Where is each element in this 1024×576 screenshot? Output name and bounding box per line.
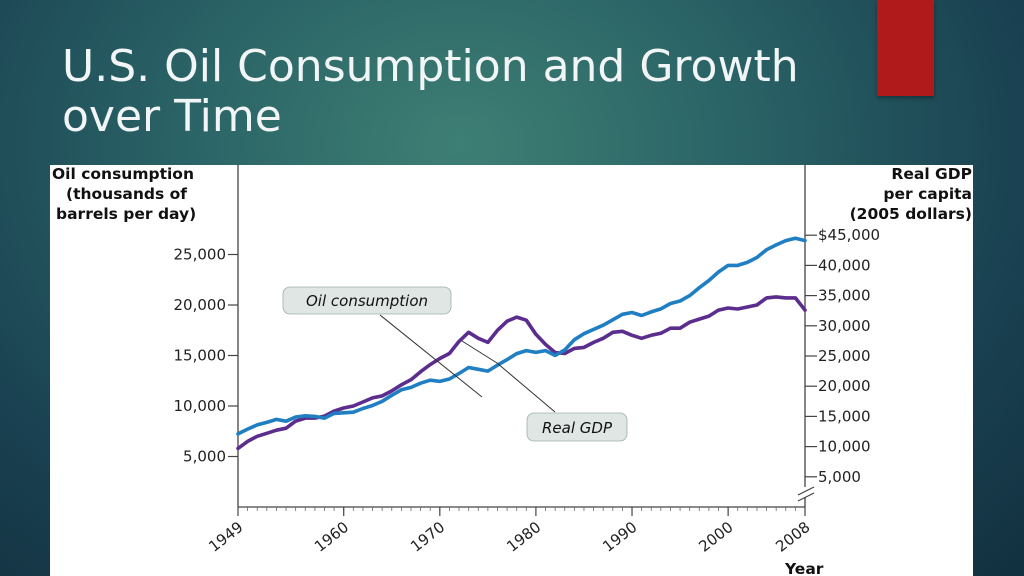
right-tick-label: 10,000 [818, 438, 871, 456]
oil-consumption-line [236, 295, 807, 451]
gdp-annotation-leader [496, 362, 556, 413]
axis-break-mark [797, 486, 815, 496]
right-axis-title-line: per capita [883, 185, 972, 203]
x-tick-label: 1970 [407, 518, 448, 556]
left-tick-label: 15,000 [174, 347, 227, 365]
slide-title: U.S. Oil Consumption and Growth over Tim… [62, 42, 822, 142]
x-tick-label: 1990 [599, 518, 640, 556]
right-tick-label: 25,000 [818, 347, 871, 365]
right-tick-label: 20,000 [818, 377, 871, 395]
gdp-annotation-leader-tail [461, 340, 498, 364]
right-axis-title-line: (2005 dollars) [850, 205, 972, 223]
real-gdp-line [236, 236, 807, 436]
oil-annotation-box [282, 286, 452, 315]
left-axis-title-line: (thousands of [66, 185, 187, 203]
x-tick-label: 1949 [205, 518, 246, 556]
x-axis-title: Year [784, 560, 824, 576]
x-tick-label: 2008 [772, 518, 813, 556]
oil-annotation-label: Oil consumption [306, 292, 428, 310]
right-tick-label: 15,000 [818, 407, 871, 425]
axis-break-mark [797, 492, 815, 502]
accent-bar [877, 0, 934, 96]
left-tick-label: 5,000 [183, 448, 226, 466]
right-tick-label: 35,000 [818, 287, 871, 305]
slide-title-line-1: U.S. Oil Consumption and Growth [62, 41, 799, 92]
x-tick-label: 1980 [503, 518, 544, 556]
left-axis-title-line: Oil consumption [52, 165, 194, 183]
oil-gdp-chart: Oil consumption (thousands of barrels per … [52, 165, 972, 576]
right-axis-title-line: Real GDP [891, 165, 972, 183]
slide-title-line-2: over Time [62, 91, 282, 142]
right-tick-label: 5,000 [818, 468, 861, 486]
right-tick-label: 40,000 [818, 256, 871, 274]
x-tick-label: 2000 [695, 518, 736, 556]
left-tick-label: 20,000 [174, 296, 227, 314]
x-tick-label: 1960 [311, 518, 352, 556]
right-tick-label: $45,000 [818, 226, 880, 244]
right-tick-label: 30,000 [818, 317, 871, 335]
chart-figure: Oil consumption (thousands of barrels per … [50, 165, 973, 576]
left-tick-label: 25,000 [174, 246, 227, 264]
gdp-annotation-box [526, 412, 628, 442]
oil-annotation-leader [379, 314, 483, 398]
gdp-annotation-label: Real GDP [542, 419, 613, 437]
left-tick-label: 10,000 [174, 397, 227, 415]
left-axis-title-line: barrels per day) [56, 205, 196, 223]
